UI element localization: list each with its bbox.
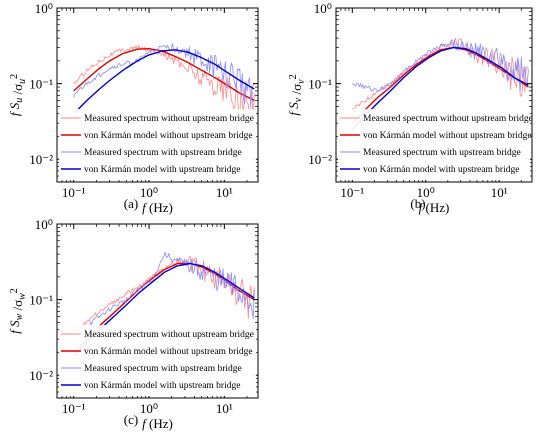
- legend-entry: von Kármán model with upstream bridge: [84, 165, 240, 175]
- series-group: [351, 37, 529, 130]
- series-group: [73, 43, 255, 122]
- chart-panel-3: 10⁻¹ 10⁰ 10¹ 10⁰ 10⁻¹ 10⁻² f Sw /σw2 f (Hz) Meas…: [7, 217, 259, 431]
- series-line-measured-3: [73, 43, 255, 106]
- series-line-measured-1: [73, 45, 255, 122]
- series-line-model-4: [73, 49, 255, 115]
- legend: Measured spectrum without upstream bridg…: [59, 325, 256, 396]
- x-tick-label: 10¹: [216, 401, 233, 416]
- legend-entry: Measured spectrum with upstream bridge: [84, 148, 242, 158]
- y-tick-label: 10⁻¹: [308, 77, 332, 92]
- legend: Measured spectrum without upstream bridg…: [338, 109, 533, 180]
- y-tick-label: 10⁻²: [308, 152, 332, 167]
- y-tick-label: 10⁰: [35, 1, 53, 16]
- legend-entry: Measured spectrum without upstream bridg…: [363, 114, 533, 124]
- x-axis-label: f (Hz): [419, 200, 450, 215]
- x-tick-label: 10⁻¹: [62, 185, 86, 200]
- y-tick-label: 10⁻¹: [29, 293, 53, 308]
- series-line-model-4: [351, 46, 529, 130]
- legend-entry: Measured spectrum with upstream bridge: [363, 148, 521, 158]
- y-axis-label: f Sw /σw2: [7, 288, 28, 334]
- panel-label: (b): [410, 196, 425, 211]
- panel-label: (a): [124, 196, 138, 211]
- y-tick-label: 10⁰: [35, 217, 53, 232]
- x-axis-label: f (Hz): [142, 416, 173, 431]
- legend-entry: von Kármán model without upstream bridge: [363, 131, 532, 141]
- legend: Measured spectrum without upstream bridg…: [59, 109, 256, 180]
- y-tick-label: 10⁻²: [29, 152, 53, 167]
- chart-panel-1: 10⁻¹ 10⁰ 10¹ 10⁰ 10⁻¹ 10⁻² f Su /σu2 f (Hz) Meas…: [7, 1, 259, 215]
- y-tick-label: 10⁰: [314, 1, 332, 16]
- legend-entry: Measured spectrum with upstream bridge: [84, 364, 242, 374]
- series-line-model-2: [73, 262, 255, 353]
- legend-entry: Measured spectrum without upstream bridg…: [84, 330, 254, 340]
- chart-panel-2: 10⁻¹ 10⁰ 10¹ 10⁰ 10⁻¹ 10⁻² f Sv /σv2 f (Hz) Meas…: [286, 1, 533, 215]
- legend-entry: von Kármán model with upstream bridge: [363, 165, 519, 175]
- series-line-measured-1: [351, 37, 529, 111]
- series-line-model-2: [351, 46, 529, 124]
- x-tick-label: 10⁻¹: [62, 401, 86, 416]
- series-line-measured-3: [73, 252, 255, 331]
- y-tick-label: 10⁻²: [29, 368, 53, 383]
- x-axis-label: f (Hz): [142, 200, 173, 215]
- x-tick-label: 10⁰: [417, 185, 435, 200]
- x-tick-label: 10⁰: [140, 401, 158, 416]
- x-tick-label: 10¹: [216, 185, 233, 200]
- x-tick-label: 10¹: [491, 185, 508, 200]
- legend-entry: von Kármán model without upstream bridge: [84, 131, 253, 141]
- series-line-measured-3: [352, 39, 529, 92]
- y-tick-label: 10⁻¹: [29, 77, 53, 92]
- x-tick-label: 10⁻¹: [340, 185, 364, 200]
- legend-entry: von Kármán model without upstream bridge: [84, 347, 253, 357]
- panel-label: (c): [124, 412, 138, 427]
- legend-entry: von Kármán model with upstream bridge: [84, 381, 240, 391]
- x-tick-label: 10⁰: [140, 185, 158, 200]
- y-axis-label: f Sv /σv2: [286, 74, 307, 115]
- legend-entry: Measured spectrum without upstream bridg…: [84, 114, 254, 124]
- y-axis-label: f Su /σu2: [7, 74, 28, 116]
